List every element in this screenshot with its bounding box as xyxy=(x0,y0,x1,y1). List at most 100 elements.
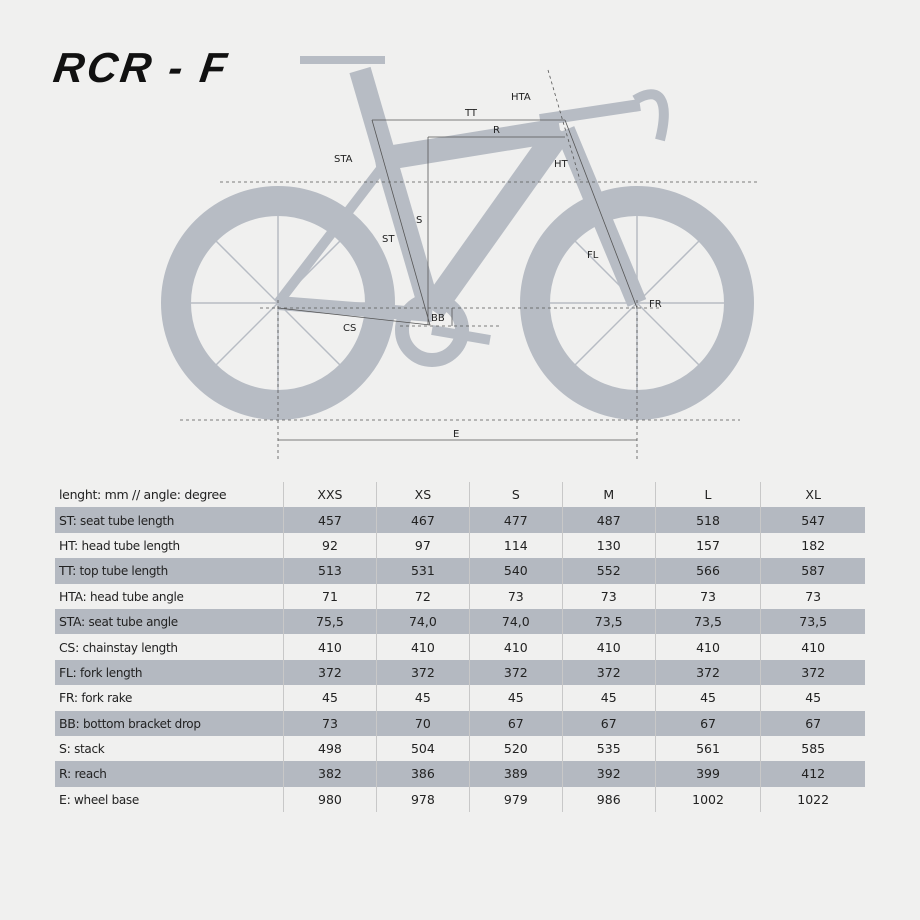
cell-value: 410 xyxy=(760,634,865,660)
cell-value: 535 xyxy=(561,735,656,762)
row-label: FR: fork rake xyxy=(55,685,284,710)
cell-value: 504 xyxy=(375,735,470,762)
cell-value: 70 xyxy=(375,710,470,736)
label-fl: FL xyxy=(587,250,599,261)
row-name: reach xyxy=(74,767,107,782)
spokes xyxy=(190,215,725,391)
measurement-lines xyxy=(180,69,760,460)
table-row: R: reach 382 386 389 392 399 412 xyxy=(55,761,865,787)
cell-value: 399 xyxy=(654,761,761,787)
cell-value: 386 xyxy=(375,761,470,787)
label-ht: HT xyxy=(554,159,569,170)
cell-value: 45 xyxy=(561,685,656,711)
row-code: ST: xyxy=(59,512,77,528)
row-label: TT: top tube length xyxy=(55,558,284,584)
label-st: ST xyxy=(382,234,395,245)
cell-value: 67 xyxy=(654,710,761,736)
cell-value: 513 xyxy=(283,558,377,584)
cell-value: 587 xyxy=(760,558,865,584)
table-row: FR: fork rake 45 45 45 45 45 45 xyxy=(55,685,865,711)
label-sta: STA xyxy=(334,154,353,165)
cell-value: 410 xyxy=(283,634,377,660)
row-name: bottom bracket drop xyxy=(82,716,201,731)
row-code: CS: xyxy=(59,639,79,655)
label-hta: HTA xyxy=(511,92,531,103)
table-row: E: wheel base 980 978 979 986 1002 1022 xyxy=(55,786,865,813)
cell-value: 73 xyxy=(654,583,761,609)
cell-value: 979 xyxy=(468,786,563,813)
row-code: STA: xyxy=(59,614,85,630)
row-name: top tube length xyxy=(79,564,169,579)
table-row: STA: seat tube angle 75,5 74,0 74,0 73,5 73,5… xyxy=(55,608,865,635)
cell-value: 410 xyxy=(468,634,563,660)
row-code: S: xyxy=(59,741,71,757)
cell-value: 585 xyxy=(760,735,865,762)
size-header: XXS xyxy=(283,482,377,508)
bike-silhouette xyxy=(161,56,754,420)
geometry-table: lenght: mm // angle: degree XXS XS S M L XL ST:… xyxy=(55,482,865,813)
cell-value: 498 xyxy=(283,735,377,762)
row-name: wheel base xyxy=(74,792,139,807)
cell-value: 540 xyxy=(468,558,563,584)
table-row: HTA: head tube angle 71 72 73 73 73 73 xyxy=(55,583,865,609)
row-label: ST: seat tube length xyxy=(55,507,284,533)
cell-value: 372 xyxy=(283,659,377,686)
label-tt: TT xyxy=(464,108,478,119)
cell-value: 1022 xyxy=(760,786,865,813)
cell-value: 566 xyxy=(654,558,761,584)
row-label: S: stack xyxy=(55,736,284,761)
cell-value: 980 xyxy=(283,786,377,813)
cell-value: 45 xyxy=(654,685,761,711)
row-label: BB: bottom bracket drop xyxy=(55,710,284,736)
row-code: FR: xyxy=(59,690,78,706)
row-code: HTA: xyxy=(59,588,87,604)
cell-value: 67 xyxy=(561,710,656,736)
cell-value: 410 xyxy=(654,634,761,660)
row-name: fork length xyxy=(79,665,143,680)
table-row: BB: bottom bracket drop 73 70 67 67 67 67 xyxy=(55,710,865,736)
row-name: head tube angle xyxy=(89,589,184,604)
cell-value: 531 xyxy=(375,558,470,584)
cell-value: 477 xyxy=(468,507,563,533)
cell-value: 467 xyxy=(375,507,470,533)
row-label: FL: fork length xyxy=(55,659,284,686)
row-code: BB: xyxy=(59,715,80,731)
cell-value: 389 xyxy=(468,761,563,787)
cell-value: 457 xyxy=(283,507,377,533)
row-code: HT: xyxy=(59,537,78,553)
cell-value: 382 xyxy=(283,761,377,787)
cell-value: 182 xyxy=(760,532,865,559)
cell-value: 392 xyxy=(561,761,656,787)
cell-value: 410 xyxy=(375,634,470,660)
cell-value: 114 xyxy=(468,532,563,559)
size-header: XL xyxy=(760,482,865,508)
label-r: R xyxy=(493,125,500,136)
cell-value: 73,5 xyxy=(654,608,761,635)
row-label: HTA: head tube angle xyxy=(55,584,284,609)
cell-value: 552 xyxy=(561,558,656,584)
label-bb: BB xyxy=(431,313,445,324)
label-e: E xyxy=(453,429,459,440)
cell-value: 547 xyxy=(760,507,865,533)
cell-value: 372 xyxy=(654,659,761,686)
cell-value: 71 xyxy=(283,583,377,609)
cell-value: 73,5 xyxy=(760,608,865,635)
cell-value: 130 xyxy=(561,532,656,559)
cell-value: 73,5 xyxy=(561,608,656,635)
cell-value: 67 xyxy=(468,710,563,736)
units-note: lenght: mm // angle: degree xyxy=(59,487,227,503)
label-s: S xyxy=(416,215,422,226)
cell-value: 45 xyxy=(468,685,563,711)
size-header: S xyxy=(468,482,563,508)
table-row: TT: top tube length 513 531 540 552 566 587 xyxy=(55,558,865,584)
row-label: R: reach xyxy=(55,761,284,787)
cell-value: 986 xyxy=(561,786,656,813)
table-row: S: stack 498 504 520 535 561 585 xyxy=(55,735,865,762)
row-label: HT: head tube length xyxy=(55,533,284,558)
label-fr: FR xyxy=(649,299,662,310)
row-code: FL: xyxy=(59,664,77,680)
row-code: E: xyxy=(59,791,71,807)
cell-value: 372 xyxy=(561,659,656,686)
cell-value: 520 xyxy=(468,735,563,762)
cell-value: 45 xyxy=(760,685,865,711)
